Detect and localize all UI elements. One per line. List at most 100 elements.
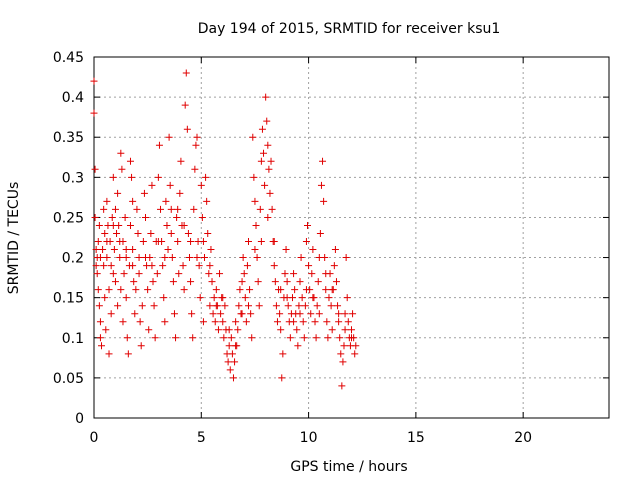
- data-point: [311, 318, 319, 326]
- data-point: [196, 294, 204, 302]
- data-point: [144, 286, 152, 294]
- y-tick-label: 0.05: [53, 371, 84, 387]
- data-point: [348, 334, 355, 342]
- y-tick-label: 0: [75, 411, 84, 427]
- data-point: [327, 302, 335, 310]
- data-point: [221, 302, 229, 310]
- data-point: [140, 189, 148, 197]
- data-point: [265, 165, 273, 173]
- data-point: [129, 246, 137, 254]
- data-point: [226, 366, 234, 374]
- data-point: [317, 181, 325, 189]
- data-point: [271, 278, 279, 286]
- data-point: [191, 165, 199, 173]
- data-point: [336, 334, 344, 342]
- data-point: [307, 310, 315, 318]
- data-point: [302, 238, 310, 246]
- data-point: [175, 270, 183, 278]
- axes: 0 0.05 0.1 0.15 0.2 0.25 0.3 0.35 0.4 0.45 0 5 10 15 2…: [53, 50, 610, 446]
- data-point: [181, 101, 189, 109]
- data-point: [187, 238, 195, 246]
- data-point: [261, 181, 269, 189]
- data-point: [198, 213, 206, 221]
- data-point: [91, 213, 99, 221]
- data-point: [251, 197, 259, 205]
- data-point: [270, 262, 278, 270]
- data-point: [90, 109, 98, 117]
- data-point: [291, 286, 299, 294]
- data-point: [160, 294, 168, 302]
- data-point: [236, 286, 244, 294]
- data-point: [344, 318, 352, 326]
- y-tick-label: 0.2: [62, 251, 84, 267]
- data-point: [332, 278, 340, 286]
- data-point: [128, 173, 136, 181]
- data-point: [108, 213, 116, 221]
- data-point: [301, 302, 309, 310]
- data-point: [176, 189, 184, 197]
- data-point: [231, 358, 239, 366]
- data-point: [107, 310, 115, 318]
- data-point: [116, 254, 124, 262]
- data-point: [159, 262, 167, 270]
- data-point: [209, 310, 217, 318]
- data-point: [91, 165, 99, 173]
- data-point: [164, 246, 172, 254]
- data-point: [180, 286, 188, 294]
- data-point: [197, 181, 205, 189]
- data-point: [154, 238, 162, 246]
- data-point: [245, 238, 252, 246]
- data-point: [227, 334, 235, 342]
- data-point: [296, 310, 304, 318]
- data-point: [139, 238, 147, 246]
- data-point: [322, 286, 330, 294]
- data-point: [161, 318, 169, 326]
- x-tick-label: 20: [514, 430, 532, 446]
- data-point: [284, 302, 292, 310]
- data-point: [168, 254, 176, 262]
- data-point: [114, 302, 122, 310]
- data-point: [105, 350, 113, 358]
- data-point: [202, 173, 210, 181]
- data-point: [342, 254, 350, 262]
- data-point: [309, 294, 317, 302]
- data-point: [107, 262, 115, 270]
- data-point: [251, 246, 259, 254]
- data-point: [338, 382, 346, 390]
- data-point: [179, 262, 187, 270]
- data-point: [212, 286, 220, 294]
- data-point: [183, 125, 191, 133]
- data-point: [129, 262, 137, 270]
- data-point: [340, 342, 348, 350]
- data-point: [195, 262, 203, 270]
- data-point: [253, 254, 261, 262]
- data-point: [154, 173, 162, 181]
- data-point: [201, 254, 209, 262]
- data-point: [190, 205, 198, 213]
- data-point: [172, 334, 180, 342]
- data-point: [286, 334, 294, 342]
- x-axis-label: GPS time / hours: [290, 459, 407, 475]
- data-point: [339, 358, 347, 366]
- plot-frame: [93, 56, 610, 419]
- data-point: [111, 205, 119, 213]
- data-point: [95, 221, 103, 229]
- data-point: [331, 246, 339, 254]
- data-point: [216, 270, 224, 278]
- data-point: [352, 342, 360, 350]
- data-point: [124, 350, 132, 358]
- data-points: [90, 69, 360, 390]
- data-point: [166, 181, 174, 189]
- data-point: [169, 278, 177, 286]
- data-point: [189, 334, 197, 342]
- data-point: [320, 197, 328, 205]
- data-point: [148, 262, 156, 270]
- data-point: [192, 141, 200, 149]
- data-point: [323, 318, 331, 326]
- data-point: [328, 286, 336, 294]
- data-point: [142, 213, 149, 221]
- data-point: [246, 286, 254, 294]
- data-point: [148, 181, 156, 189]
- data-point: [129, 197, 137, 205]
- data-point: [188, 310, 196, 318]
